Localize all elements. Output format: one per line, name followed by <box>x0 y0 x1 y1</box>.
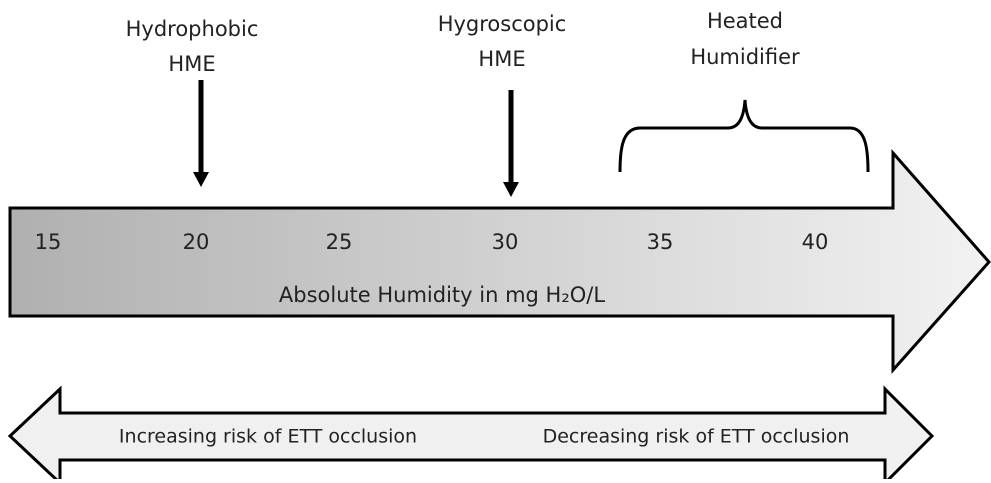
hydrophobic-pointer <box>193 80 209 187</box>
label-text: Hydrophobic <box>126 17 259 41</box>
heated-brace <box>618 99 870 173</box>
risk-arrow <box>7 385 935 483</box>
risk-text: Decreasing risk of ETT occlusion <box>543 426 850 448</box>
scale-number: 20 <box>183 230 210 254</box>
scale-number: 40 <box>802 230 829 254</box>
label-text: Heated <box>707 9 783 33</box>
scale-number: 35 <box>647 230 674 254</box>
scale-number: 25 <box>326 230 353 254</box>
label-text: HME <box>478 47 525 71</box>
label-text: HME <box>168 52 215 76</box>
scale-number: 30 <box>492 230 519 254</box>
scale-number: 15 <box>35 230 62 254</box>
risk-text: Increasing risk of ETT occlusion <box>119 426 417 448</box>
hygroscopic-pointer <box>503 90 519 197</box>
humidity-arrow <box>8 149 991 374</box>
label-text: Humidifier <box>690 45 800 69</box>
axis-label: Absolute Humidity in mg H₂O/L <box>279 283 605 307</box>
label-text: Hygroscopic <box>438 12 567 36</box>
